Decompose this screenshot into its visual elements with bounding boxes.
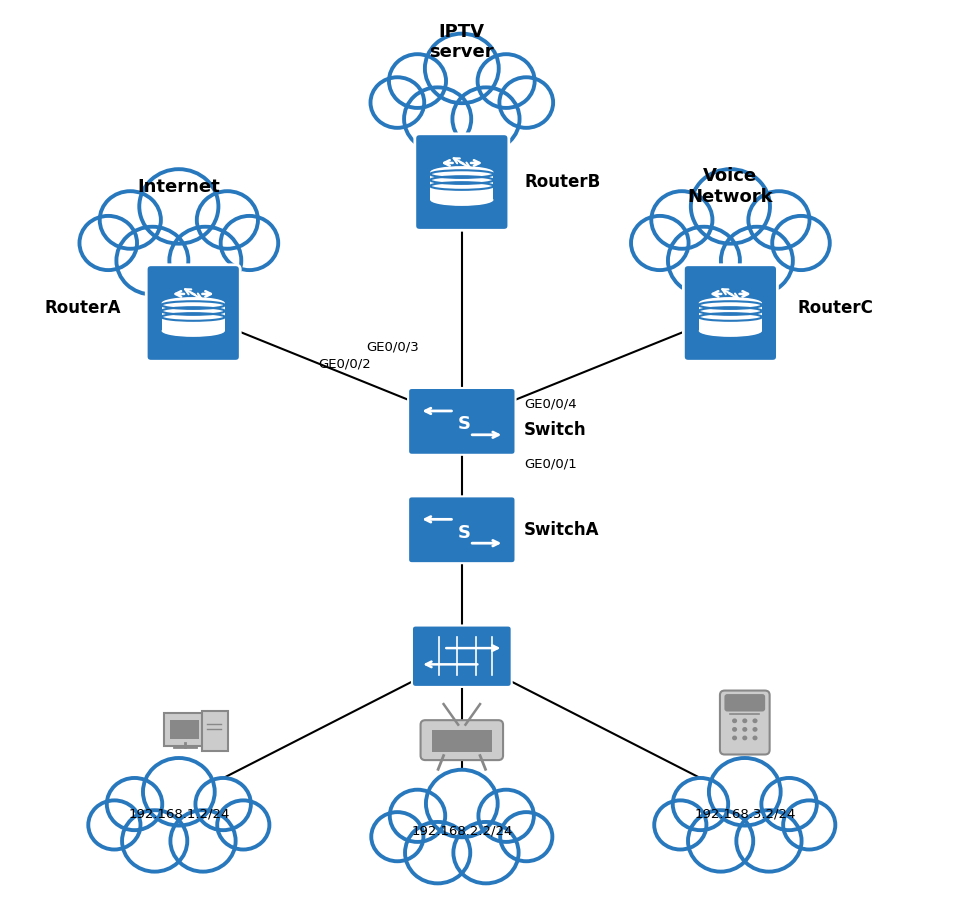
FancyBboxPatch shape xyxy=(407,388,515,455)
Circle shape xyxy=(782,800,834,850)
Text: Voice
Network: Voice Network xyxy=(687,167,773,206)
Circle shape xyxy=(731,727,736,732)
Circle shape xyxy=(452,87,519,150)
FancyBboxPatch shape xyxy=(414,134,508,230)
Circle shape xyxy=(100,191,160,249)
FancyBboxPatch shape xyxy=(170,720,199,739)
Text: 192.168.1.2/24: 192.168.1.2/24 xyxy=(128,808,230,821)
FancyBboxPatch shape xyxy=(431,730,491,752)
Circle shape xyxy=(752,718,756,723)
Circle shape xyxy=(731,718,736,723)
Text: RouterC: RouterC xyxy=(797,300,873,317)
FancyBboxPatch shape xyxy=(420,720,503,760)
Text: SwitchA: SwitchA xyxy=(524,521,599,539)
Circle shape xyxy=(405,822,470,883)
Circle shape xyxy=(630,216,688,270)
Text: GE0/0/1: GE0/0/1 xyxy=(524,458,577,470)
Ellipse shape xyxy=(698,297,761,309)
Circle shape xyxy=(477,54,534,108)
FancyBboxPatch shape xyxy=(698,304,761,331)
Circle shape xyxy=(672,778,727,830)
Circle shape xyxy=(731,736,736,740)
Text: Switch: Switch xyxy=(524,421,586,439)
Circle shape xyxy=(653,800,705,850)
Circle shape xyxy=(720,226,792,294)
Circle shape xyxy=(217,800,269,850)
Circle shape xyxy=(116,226,188,294)
Text: IPTV
server: IPTV server xyxy=(429,23,494,62)
Circle shape xyxy=(88,800,140,850)
Circle shape xyxy=(772,216,829,270)
Circle shape xyxy=(169,226,241,294)
Circle shape xyxy=(404,87,471,150)
Circle shape xyxy=(370,77,424,128)
Circle shape xyxy=(389,790,445,842)
Circle shape xyxy=(139,169,218,244)
Circle shape xyxy=(667,226,739,294)
Circle shape xyxy=(690,169,769,244)
Circle shape xyxy=(388,54,446,108)
Circle shape xyxy=(478,790,533,842)
Ellipse shape xyxy=(161,297,225,309)
Circle shape xyxy=(220,216,278,270)
Circle shape xyxy=(195,778,251,830)
FancyBboxPatch shape xyxy=(163,713,206,746)
Circle shape xyxy=(143,758,214,825)
Text: S: S xyxy=(457,415,470,433)
Circle shape xyxy=(371,812,423,862)
FancyBboxPatch shape xyxy=(202,711,228,751)
Circle shape xyxy=(197,191,258,249)
Ellipse shape xyxy=(430,194,493,206)
Ellipse shape xyxy=(698,325,761,337)
Circle shape xyxy=(735,810,801,872)
Circle shape xyxy=(760,778,816,830)
Circle shape xyxy=(742,727,747,732)
FancyBboxPatch shape xyxy=(161,304,225,331)
Text: RouterA: RouterA xyxy=(45,300,121,317)
Text: Internet: Internet xyxy=(137,178,220,196)
FancyBboxPatch shape xyxy=(719,690,769,755)
Ellipse shape xyxy=(161,325,225,337)
Circle shape xyxy=(742,736,747,740)
FancyBboxPatch shape xyxy=(411,625,511,687)
Circle shape xyxy=(122,810,187,872)
Circle shape xyxy=(426,770,497,837)
Text: RouterB: RouterB xyxy=(524,173,600,191)
FancyBboxPatch shape xyxy=(682,265,776,361)
Circle shape xyxy=(80,216,136,270)
Circle shape xyxy=(651,191,712,249)
Text: 192.168.3.2/24: 192.168.3.2/24 xyxy=(694,808,795,821)
Text: GE0/0/4: GE0/0/4 xyxy=(524,398,577,410)
Text: S: S xyxy=(457,524,470,542)
Circle shape xyxy=(453,822,518,883)
Circle shape xyxy=(687,810,752,872)
Circle shape xyxy=(107,778,162,830)
FancyBboxPatch shape xyxy=(146,265,240,361)
Text: GE0/0/2: GE0/0/2 xyxy=(317,358,370,371)
Text: GE0/0/3: GE0/0/3 xyxy=(365,341,418,354)
Circle shape xyxy=(170,810,235,872)
FancyBboxPatch shape xyxy=(407,496,515,564)
FancyBboxPatch shape xyxy=(430,172,493,200)
Circle shape xyxy=(742,718,747,723)
Circle shape xyxy=(752,736,756,740)
Ellipse shape xyxy=(430,166,493,178)
Circle shape xyxy=(708,758,779,825)
Circle shape xyxy=(752,727,756,732)
Circle shape xyxy=(500,812,552,862)
Circle shape xyxy=(499,77,553,128)
Circle shape xyxy=(425,34,498,103)
Circle shape xyxy=(748,191,808,249)
FancyBboxPatch shape xyxy=(724,694,764,711)
Text: 192.168.2.2/24: 192.168.2.2/24 xyxy=(410,824,512,837)
